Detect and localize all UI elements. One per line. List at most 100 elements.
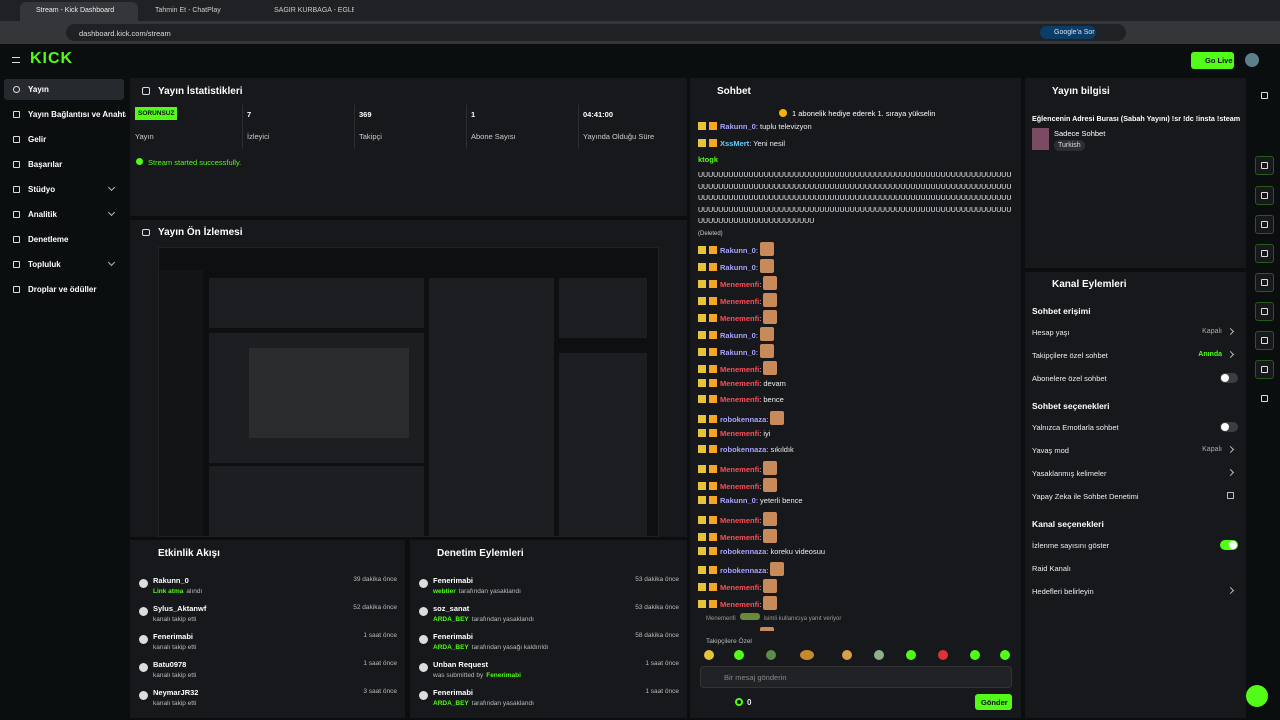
emote[interactable] (766, 650, 776, 660)
external-icon[interactable] (1227, 492, 1234, 499)
go-live-label[interactable]: Go Live (1205, 56, 1233, 65)
rail-button[interactable] (1255, 331, 1274, 350)
rail-button[interactable] (1255, 302, 1274, 321)
tab-title[interactable]: SAĞIR KURBAĞA - EĞLENCELİ (274, 7, 354, 14)
emote[interactable] (970, 650, 980, 660)
url[interactable]: dashboard.kick.com/stream (79, 29, 171, 38)
rail-button[interactable] (1255, 215, 1274, 234)
reply-emote (739, 613, 760, 621)
stat-value: 1 (471, 110, 476, 119)
rail-button[interactable] (1255, 244, 1274, 263)
rail-button[interactable] (1255, 360, 1274, 379)
chat-user[interactable]: Rakunn_0 (720, 330, 756, 340)
chat-user[interactable]: Rakunn_0 (720, 347, 756, 357)
go-live-button[interactable] (1191, 52, 1234, 69)
setting-label[interactable]: Takipçilere özel sohbet (1032, 351, 1108, 360)
help-button[interactable] (1246, 685, 1268, 707)
nav-item[interactable]: Droplar ve ödüller (28, 285, 97, 294)
nav-item[interactable]: Stüdyo (28, 185, 56, 194)
address-bar[interactable] (66, 24, 1126, 41)
chat-user[interactable]: ktogk (698, 155, 719, 165)
emote[interactable] (1000, 650, 1010, 660)
rail-button[interactable] (1255, 186, 1274, 205)
menu-icon[interactable] (12, 57, 20, 63)
chat-input[interactable] (700, 666, 1012, 688)
ask-button[interactable] (1040, 26, 1096, 39)
emote[interactable] (800, 650, 814, 660)
chat-text: UUUUUUUUUUUUUUUUUUUUUUUUUUUUUUUUUUUUUUUU… (698, 172, 1012, 226)
chat-user[interactable]: Menemenfi (720, 378, 760, 388)
chevron[interactable] (1226, 468, 1235, 477)
send-label[interactable]: Gönder (981, 698, 1008, 707)
chat-user[interactable]: Menemenfi (720, 583, 760, 593)
avatar[interactable] (1245, 53, 1259, 67)
chat-user[interactable]: Rakunn_0 (720, 496, 756, 506)
chat-message: XssMert: Yeni nesil (698, 136, 1016, 153)
badge (709, 313, 717, 322)
chat-user[interactable]: Menemenfi (720, 296, 760, 306)
chat-user[interactable]: Menemenfi (720, 482, 760, 492)
chat-message: Menemenfi: (698, 577, 1016, 594)
emote[interactable] (874, 650, 884, 660)
tab-title[interactable]: Stream - Kick Dashboard (36, 7, 115, 14)
active-tab[interactable] (20, 2, 138, 21)
nav-item[interactable]: Yayın Bağlantısı ve Anahtarı (28, 110, 126, 119)
nav-item[interactable]: Başarılar (28, 160, 63, 169)
feed-user: Fenerimabi (433, 576, 474, 585)
nav-item[interactable]: Gelir (28, 135, 47, 144)
send-button[interactable] (975, 694, 1012, 710)
chat-user[interactable]: Menemenfi (720, 395, 760, 405)
tab-title[interactable]: Tahmin Et - ChatPlay (155, 7, 221, 14)
nav-item[interactable]: Topluluk (28, 260, 61, 269)
chat-placeholder[interactable]: Bir mesaj gönderin (724, 673, 787, 682)
setting-label[interactable]: Yalnızca Emotlarla sohbet (1032, 423, 1119, 432)
chat-user[interactable]: Menemenfi (720, 313, 760, 323)
chat-user[interactable]: Rakunn_0 (720, 245, 756, 255)
chat-user[interactable]: Rakunn_0 (720, 262, 756, 272)
setting-label[interactable]: Abonelere özel sohbet (1032, 374, 1107, 383)
chevron[interactable] (1226, 586, 1235, 595)
setting-label[interactable]: Raid Kanalı (1032, 564, 1071, 573)
rail-button[interactable] (1255, 273, 1274, 292)
setting-label[interactable]: Hedefleri belirleyin (1032, 587, 1094, 596)
chat-user[interactable]: robokennaza (720, 445, 767, 455)
toggle[interactable] (1220, 373, 1238, 383)
chat-user[interactable]: robokennaza (720, 414, 767, 424)
nav-icon (13, 186, 20, 193)
setting-label[interactable]: İzlenme sayısını göster (1032, 541, 1110, 550)
chat-user[interactable]: robokennaza (720, 546, 767, 556)
chevron[interactable] (1226, 445, 1235, 454)
chat-user[interactable]: Menemenfi (720, 428, 760, 438)
nav-item[interactable]: Analitik (28, 210, 57, 219)
chat-user[interactable]: Menemenfi (720, 364, 760, 374)
chat-user[interactable]: Menemenfi (720, 515, 760, 525)
rail-button[interactable] (1255, 156, 1274, 175)
ask-label[interactable]: Google'a Sor (1054, 29, 1095, 36)
chat-user[interactable]: Rakunn_0 (720, 122, 756, 131)
chat-user[interactable]: Menemenfi (720, 600, 760, 610)
emote[interactable] (734, 650, 744, 660)
chevron[interactable] (1226, 350, 1235, 359)
setting-label[interactable]: Yapay Zeka ile Sohbet Denetimi (1032, 492, 1139, 501)
nav-item[interactable]: Yayın (28, 85, 49, 94)
chat-user[interactable]: Menemenfi (720, 532, 760, 542)
toggle[interactable] (1220, 422, 1238, 432)
chat-message: ktogk UUUUUUUUUUUUUUUUUUUUUUUUUUUUUUUUUUU… (698, 152, 1016, 240)
chat-banner[interactable]: 1 abonelik hediye ederek 1. sıraya yükse… (792, 109, 936, 118)
setting-label[interactable]: Yavaş mod (1032, 446, 1069, 455)
nav-item[interactable]: Denetleme (28, 235, 69, 244)
chat-user[interactable]: Menemenfi (720, 465, 760, 475)
chevron[interactable] (1226, 327, 1235, 336)
chat-user[interactable]: XssMert (720, 138, 750, 148)
chat-user[interactable]: robokennaza (720, 566, 767, 576)
colon: : (755, 347, 761, 357)
setting-label[interactable]: Yasaklanmış kelimeler (1032, 469, 1107, 478)
emote[interactable] (906, 650, 916, 660)
emote[interactable] (704, 650, 714, 660)
chat-user[interactable]: Menemenfi (720, 279, 760, 289)
setting-label[interactable]: Hesap yaşı (1032, 328, 1070, 337)
emote[interactable] (938, 650, 948, 660)
emote[interactable] (842, 650, 852, 660)
logo[interactable]: KICK (30, 50, 74, 67)
colon: : (759, 313, 764, 323)
